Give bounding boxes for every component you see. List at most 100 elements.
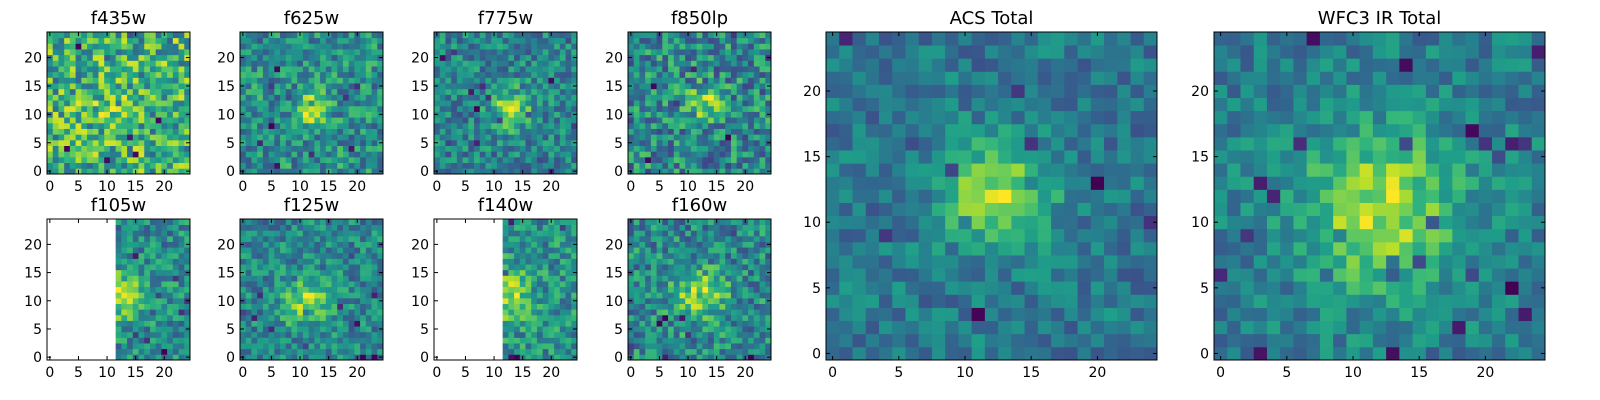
heatmap-cell	[115, 32, 122, 39]
heatmap-cell	[92, 343, 99, 350]
heatmap-cell	[121, 128, 128, 135]
heatmap-cell	[673, 117, 680, 124]
heatmap-cell	[320, 37, 327, 44]
heatmap-cell	[1372, 136, 1387, 151]
heatmap-cell	[257, 309, 264, 316]
heatmap-cell	[1359, 346, 1374, 361]
heatmap-cell	[1346, 136, 1361, 151]
heatmap-cell	[280, 139, 287, 146]
heatmap-cell	[1090, 215, 1105, 230]
heatmap-cell	[302, 275, 310, 282]
heatmap-cell	[559, 134, 566, 141]
heatmap-cell	[633, 151, 640, 158]
heatmap-cell	[161, 60, 168, 67]
heatmap-cell	[354, 162, 361, 169]
heatmap-cell	[1130, 241, 1145, 256]
heatmap-cell	[337, 111, 344, 118]
heatmap-cell	[69, 83, 76, 90]
heatmap-cell	[1399, 215, 1413, 230]
heatmap-cell	[58, 37, 65, 44]
heatmap-cell	[1333, 333, 1347, 348]
heatmap-cell	[161, 105, 168, 112]
heatmap-cell	[377, 151, 384, 158]
y-tick-label: 20	[605, 51, 623, 67]
heatmap-cell	[1492, 294, 1506, 308]
heatmap-cell	[662, 71, 669, 78]
heatmap-cell	[519, 139, 526, 146]
heatmap-cell	[348, 162, 355, 169]
heatmap-cell	[445, 37, 452, 44]
heatmap-cell	[673, 88, 680, 95]
heatmap-cell	[456, 122, 463, 129]
heatmap-cell	[149, 88, 157, 95]
heatmap-cell	[1372, 320, 1387, 335]
heatmap-cell	[365, 54, 372, 61]
heatmap-cell	[765, 37, 772, 44]
heatmap-cell	[308, 151, 315, 158]
heatmap-cell	[132, 43, 139, 50]
heatmap-cell	[245, 337, 252, 344]
heatmap-cell	[1117, 150, 1131, 164]
heatmap-cell	[958, 32, 973, 46]
heatmap-cell	[132, 281, 139, 288]
heatmap-cell	[1064, 294, 1078, 308]
heatmap-cell	[1104, 176, 1118, 190]
heatmap-cell	[662, 139, 669, 146]
heatmap-cell	[149, 43, 157, 50]
heatmap-cell	[826, 333, 840, 348]
heatmap-cell	[365, 128, 372, 135]
heatmap-cell	[115, 354, 122, 361]
heatmap-cell	[325, 151, 332, 158]
heatmap-cell	[1478, 333, 1493, 348]
heatmap-cell	[371, 145, 378, 152]
heatmap-cell	[1130, 163, 1145, 177]
heatmap-cell	[58, 235, 65, 242]
heatmap-cell	[69, 320, 76, 327]
heatmap-cell	[765, 43, 772, 50]
heatmap-cell	[696, 54, 703, 61]
heatmap-cell	[852, 176, 867, 190]
heatmap-cell	[138, 49, 145, 56]
heatmap-cell	[1037, 71, 1052, 85]
heatmap-cell	[58, 292, 65, 299]
heatmap-cell	[262, 66, 269, 73]
heatmap-cell	[69, 128, 76, 135]
heatmap-cell	[285, 134, 292, 141]
heatmap-cell	[668, 37, 675, 44]
heatmap-cell	[1253, 241, 1268, 256]
axes-frame	[627, 31, 772, 175]
heatmap-cell	[753, 71, 760, 78]
heatmap-cell	[64, 162, 71, 169]
heatmap-cell	[451, 134, 458, 141]
heatmap-cell	[144, 331, 151, 338]
x-tick-label: 15	[127, 179, 145, 195]
heatmap-cell	[251, 348, 258, 355]
heatmap-cell	[81, 151, 88, 158]
heatmap-cell	[98, 219, 105, 226]
heatmap-cell	[132, 292, 139, 299]
heatmap-cell	[308, 83, 315, 90]
heatmap-cell	[468, 32, 475, 39]
heatmap-cell	[479, 54, 486, 61]
heatmap-cell	[905, 346, 920, 361]
heatmap-cell	[491, 71, 498, 78]
heatmap-cell	[92, 320, 99, 327]
heatmap-cell	[639, 71, 646, 78]
heatmap-cell	[945, 45, 959, 59]
heatmap-cell	[998, 320, 1012, 335]
heatmap-cell	[262, 269, 269, 276]
heatmap-cell	[1130, 281, 1145, 295]
heatmap-cell	[673, 145, 680, 152]
heatmap-cell	[274, 49, 281, 56]
heatmap-cell	[673, 43, 680, 50]
heatmap-cell	[342, 77, 350, 84]
heatmap-cell	[167, 269, 174, 276]
heatmap-cell	[1024, 255, 1039, 269]
heatmap-cell	[127, 60, 134, 67]
heatmap-cell	[1037, 320, 1052, 335]
heatmap-cell	[668, 54, 675, 61]
heatmap-cell	[1227, 294, 1241, 308]
heatmap-cell	[679, 105, 686, 112]
heatmap-cell	[155, 83, 162, 90]
heatmap-cell	[719, 128, 726, 135]
